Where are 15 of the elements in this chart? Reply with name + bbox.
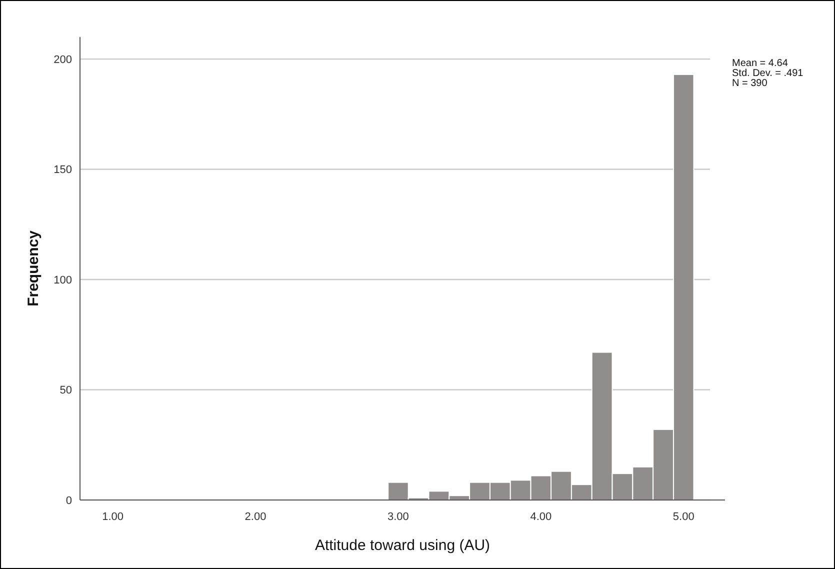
text: Std. Dev. = .491 [732,68,804,79]
x-tick-label: 1.00 [102,511,124,523]
x-tick-label: 4.00 [530,511,552,523]
x-tick-label: 5.00 [672,511,694,523]
x-tick-label: 3.00 [388,511,409,523]
y-tick-label: 200 [54,54,72,66]
text: Mean = 4.64 [732,58,788,69]
x-axis-title: Attitude toward using (AU) [314,537,490,554]
y-axis-title: Frequency [25,230,42,306]
y-tick-label: 0 [66,494,72,507]
y-tick-label: 100 [54,274,72,286]
y-tick-label: 150 [54,164,72,176]
x-tick-label: 2.00 [244,511,266,523]
text: N = 390 [732,78,768,89]
y-tick-label: 50 [60,384,72,397]
